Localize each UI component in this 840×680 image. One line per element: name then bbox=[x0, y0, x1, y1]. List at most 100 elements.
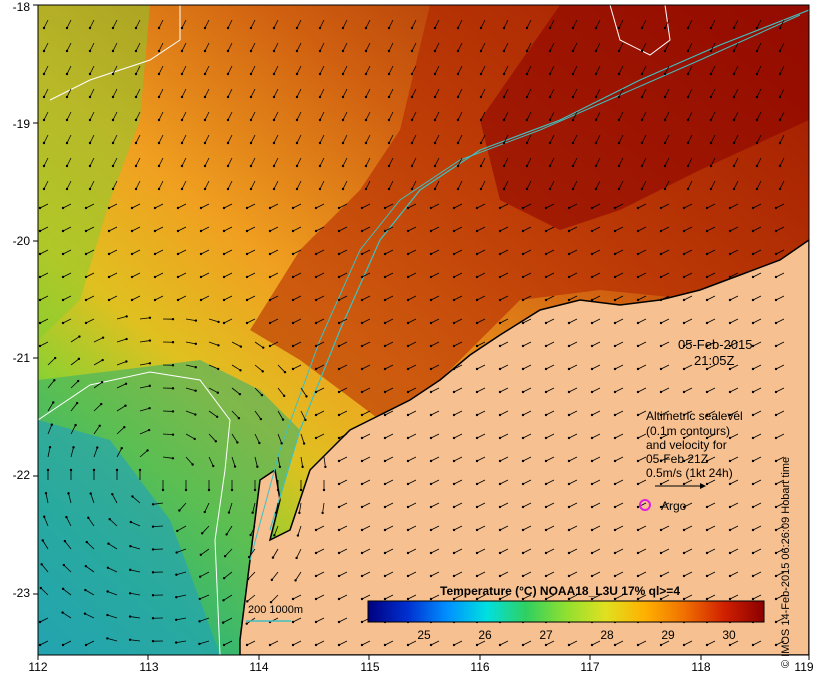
velocity-arrow bbox=[729, 456, 739, 462]
velocity-arrow-head bbox=[682, 252, 686, 256]
velocity-arrow bbox=[683, 364, 693, 370]
velocity-arrow bbox=[248, 548, 256, 558]
velocity-arrow bbox=[338, 525, 348, 531]
velocity-arrow bbox=[641, 88, 647, 98]
velocity-arrow bbox=[476, 318, 486, 324]
velocity-arrow bbox=[775, 617, 785, 623]
velocity-arrow-head bbox=[387, 95, 391, 99]
velocity-arrow-head bbox=[429, 482, 433, 486]
velocity-arrow bbox=[116, 405, 126, 412]
velocity-arrow bbox=[411, 19, 417, 29]
velocity-arrow-head bbox=[153, 206, 157, 210]
velocity-arrow bbox=[660, 410, 670, 416]
velocity-arrow bbox=[227, 65, 233, 75]
velocity-arrow-head bbox=[544, 505, 548, 509]
velocity-arrow-head bbox=[751, 528, 755, 532]
velocity-arrow bbox=[434, 134, 440, 144]
velocity-arrow bbox=[683, 571, 693, 577]
velocity-arrow bbox=[361, 433, 371, 439]
velocity-arrow-head bbox=[732, 187, 736, 191]
velocity-arrow-head bbox=[590, 390, 594, 394]
velocity-arrow-head bbox=[433, 95, 437, 99]
velocity-arrow bbox=[384, 433, 394, 439]
velocity-arrow bbox=[227, 88, 233, 98]
velocity-arrow-head bbox=[544, 574, 548, 578]
velocity-arrow bbox=[430, 548, 440, 554]
velocity-arrow-head bbox=[475, 252, 479, 256]
sealevel-contour bbox=[49, 5, 181, 101]
velocity-arrow-head bbox=[590, 321, 594, 325]
velocity-arrow-head bbox=[410, 187, 414, 191]
velocity-arrow-head bbox=[682, 436, 686, 440]
velocity-arrow bbox=[131, 226, 141, 232]
velocity-arrow bbox=[637, 387, 647, 393]
velocity-arrow-head bbox=[238, 392, 242, 396]
velocity-arrow-head bbox=[498, 505, 502, 509]
lat-tick-label: -21 bbox=[12, 351, 30, 365]
velocity-arrow bbox=[269, 640, 279, 646]
velocity-arrow-head bbox=[502, 141, 506, 145]
velocity-arrow bbox=[660, 525, 670, 531]
velocity-arrow-head bbox=[304, 418, 307, 422]
velocity-arrow-head bbox=[636, 275, 640, 279]
velocity-arrow-head bbox=[498, 298, 502, 302]
velocity-arrow-head bbox=[429, 367, 433, 371]
velocity-arrow bbox=[39, 249, 49, 255]
velocity-arrow bbox=[342, 134, 348, 144]
velocity-arrow-head bbox=[521, 413, 525, 417]
velocity-arrow bbox=[89, 111, 95, 121]
velocity-arrow bbox=[66, 516, 72, 527]
velocity-arrow-head bbox=[65, 26, 69, 30]
velocity-arrow bbox=[361, 571, 371, 577]
velocity-arrow bbox=[503, 88, 509, 98]
velocity-arrow-head bbox=[146, 449, 149, 452]
velocity-arrow-head bbox=[38, 229, 42, 233]
velocity-arrow-head bbox=[249, 187, 253, 191]
velocity-arrow-head bbox=[301, 465, 304, 469]
velocity-arrow bbox=[131, 203, 141, 209]
isobath-contour bbox=[269, 9, 809, 531]
velocity-arrow-head bbox=[383, 229, 387, 233]
velocity-arrow bbox=[499, 364, 509, 370]
velocity-arrow-head bbox=[521, 321, 525, 325]
velocity-arrow bbox=[177, 272, 187, 278]
velocity-arrow-head bbox=[40, 563, 43, 566]
velocity-arrow bbox=[338, 594, 348, 600]
velocity-arrow-head bbox=[544, 298, 548, 302]
velocity-arrow-head bbox=[383, 482, 387, 486]
velocity-arrow-head bbox=[237, 417, 241, 420]
argo-label: Argo bbox=[661, 499, 687, 513]
velocity-arrow-head bbox=[341, 26, 345, 30]
velocity-arrow-head bbox=[640, 95, 644, 99]
velocity-arrow bbox=[775, 502, 785, 508]
velocity-arrow bbox=[70, 336, 80, 343]
velocity-arrow-head bbox=[171, 317, 175, 321]
velocity-arrow-head bbox=[247, 555, 251, 559]
velocity-arrow bbox=[687, 134, 693, 144]
velocity-arrow bbox=[47, 447, 51, 458]
velocity-arrow bbox=[756, 65, 762, 75]
velocity-arrow-head bbox=[567, 275, 571, 279]
velocity-arrow-head bbox=[429, 459, 433, 463]
velocity-arrow-head bbox=[429, 436, 433, 440]
velocity-arrow bbox=[296, 88, 302, 98]
velocity-arrow-head bbox=[567, 505, 571, 509]
velocity-arrow bbox=[641, 42, 647, 52]
velocity-arrow-head bbox=[774, 413, 778, 417]
velocity-arrow bbox=[775, 272, 785, 278]
velocity-arrow-head bbox=[751, 321, 755, 325]
velocity-arrow-head bbox=[663, 26, 667, 30]
lat-tick-label: -22 bbox=[12, 468, 30, 482]
velocity-arrow bbox=[254, 433, 260, 444]
velocity-arrow bbox=[549, 157, 555, 167]
velocity-arrow-head bbox=[705, 275, 709, 279]
velocity-arrow-head bbox=[544, 252, 548, 256]
velocity-arrow bbox=[660, 502, 670, 508]
velocity-arrow-head bbox=[590, 551, 594, 555]
velocity-arrow-head bbox=[613, 551, 617, 555]
velocity-arrow-head bbox=[111, 95, 115, 99]
velocity-arrow-head bbox=[774, 229, 778, 233]
velocity-arrow-head bbox=[88, 141, 92, 145]
velocity-arrow bbox=[116, 316, 127, 320]
velocity-arrow bbox=[660, 387, 670, 393]
